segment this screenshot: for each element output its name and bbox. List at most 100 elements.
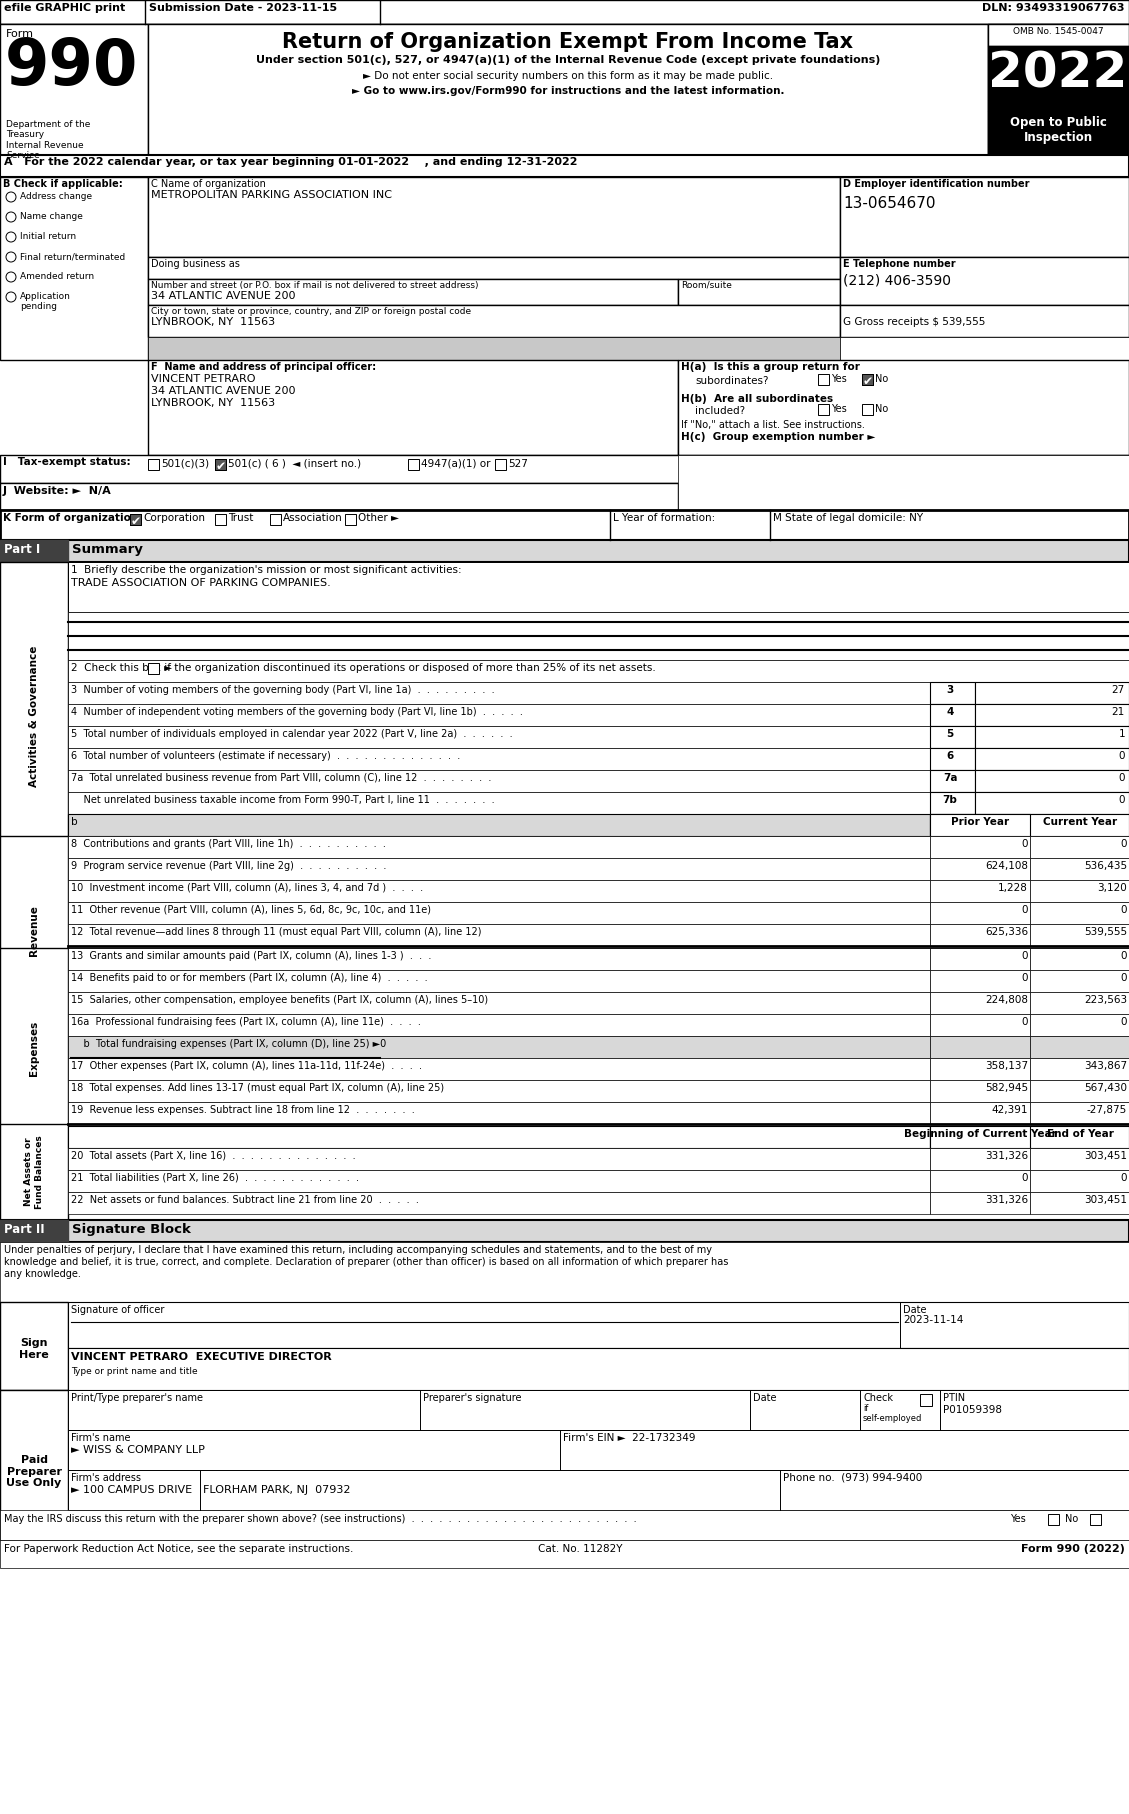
Bar <box>68 747 930 769</box>
Text: J  Website: ►  N/A: J Website: ► N/A <box>3 486 112 495</box>
Text: 42,391: 42,391 <box>991 1105 1029 1116</box>
Bar <box>863 405 873 415</box>
Text: End of Year: End of Year <box>1047 1128 1113 1139</box>
Text: 5  Total number of individuals employed in calendar year 2022 (Part V, line 2a) : 5 Total number of individuals employed i… <box>71 729 513 738</box>
Text: Net unrelated business taxable income from Form 990-T, Part I, line 11  .  .  . : Net unrelated business taxable income fr… <box>71 795 495 805</box>
Text: ✔: ✔ <box>131 515 141 528</box>
Bar <box>68 682 930 704</box>
Bar <box>0 836 68 1027</box>
Text: K Form of organization:: K Form of organization: <box>3 513 142 522</box>
Bar <box>0 455 1129 483</box>
Bar <box>68 726 930 747</box>
Text: I   Tax-exempt status:: I Tax-exempt status: <box>3 457 131 466</box>
Bar <box>1030 992 1129 1014</box>
Bar <box>1030 1036 1129 1058</box>
Bar <box>0 1509 1129 1540</box>
Bar <box>0 541 68 562</box>
Text: May the IRS discuss this return with the preparer shown above? (see instructions: May the IRS discuss this return with the… <box>5 1515 637 1524</box>
Text: 20  Total assets (Part X, line 16)  .  .  .  .  .  .  .  .  .  .  .  .  .  .: 20 Total assets (Part X, line 16) . . . … <box>71 1152 356 1161</box>
Bar <box>930 682 975 704</box>
Bar <box>215 459 226 470</box>
Bar <box>215 459 226 470</box>
Bar <box>0 1302 68 1390</box>
Bar <box>68 1014 930 1036</box>
Bar <box>130 513 141 524</box>
Bar <box>0 1540 1129 1567</box>
Text: 19  Revenue less expenses. Subtract line 18 from line 12  .  .  .  .  .  .  .: 19 Revenue less expenses. Subtract line … <box>71 1105 414 1116</box>
Text: Cat. No. 11282Y: Cat. No. 11282Y <box>537 1544 622 1555</box>
Text: 0: 0 <box>1120 972 1127 983</box>
Text: 7a: 7a <box>943 773 957 784</box>
Bar <box>930 747 975 769</box>
Text: Firm's address: Firm's address <box>71 1473 141 1484</box>
Text: If "No," attach a list. See instructions.: If "No," attach a list. See instructions… <box>681 421 865 430</box>
Text: Address change: Address change <box>20 192 93 201</box>
Text: Phone no.  (973) 994-9400: Phone no. (973) 994-9400 <box>784 1473 922 1484</box>
Bar <box>68 836 930 858</box>
Bar <box>840 337 1129 359</box>
Text: VINCENT PETRARO: VINCENT PETRARO <box>151 374 255 385</box>
Text: No: No <box>875 405 889 414</box>
Text: 1: 1 <box>1119 729 1124 738</box>
Text: 18  Total expenses. Add lines 13-17 (must equal Part IX, column (A), line 25): 18 Total expenses. Add lines 13-17 (must… <box>71 1083 444 1094</box>
Text: Signature Block: Signature Block <box>72 1223 191 1235</box>
Text: G Gross receipts $ 539,555: G Gross receipts $ 539,555 <box>843 317 986 327</box>
Bar <box>930 1079 1030 1101</box>
Text: Net Assets or
Fund Balances: Net Assets or Fund Balances <box>25 1136 44 1208</box>
Text: 13-0654670: 13-0654670 <box>843 196 936 210</box>
Text: ► 100 CAMPUS DRIVE: ► 100 CAMPUS DRIVE <box>71 1486 192 1495</box>
Text: 0: 0 <box>1120 840 1127 849</box>
Text: B Check if applicable:: B Check if applicable: <box>3 180 123 189</box>
Text: Type or print name and title: Type or print name and title <box>71 1368 198 1377</box>
Bar <box>68 1469 1129 1509</box>
Bar <box>0 541 1129 562</box>
Text: Trust: Trust <box>228 513 253 522</box>
Bar <box>988 24 1129 45</box>
Text: Print/Type preparer's name: Print/Type preparer's name <box>71 1393 203 1402</box>
Text: 21: 21 <box>1112 707 1124 717</box>
Text: LYNBROOK, NY  11563: LYNBROOK, NY 11563 <box>151 317 275 327</box>
Text: 0: 0 <box>1022 972 1029 983</box>
Bar <box>840 178 1129 258</box>
Bar <box>930 1101 1030 1125</box>
Text: Paid
Preparer
Use Only: Paid Preparer Use Only <box>7 1455 62 1487</box>
Text: Amended return: Amended return <box>20 272 94 281</box>
Text: 7b: 7b <box>943 795 957 805</box>
Bar <box>0 24 148 154</box>
Text: Form 990 (2022): Form 990 (2022) <box>1021 1544 1124 1555</box>
Bar <box>68 562 1129 611</box>
Bar <box>975 793 1129 814</box>
Bar <box>68 611 1129 660</box>
Bar <box>840 258 1129 305</box>
Bar <box>68 1101 930 1125</box>
Text: 11  Other revenue (Part VIII, column (A), lines 5, 6d, 8c, 9c, 10c, and 11e): 11 Other revenue (Part VIII, column (A),… <box>71 905 431 914</box>
Bar <box>130 513 141 524</box>
Bar <box>495 459 506 470</box>
Text: Prior Year: Prior Year <box>951 816 1009 827</box>
Bar <box>68 814 930 836</box>
Bar <box>345 513 356 524</box>
Bar <box>0 949 68 1148</box>
Bar <box>930 793 975 814</box>
Text: 0: 0 <box>1119 795 1124 805</box>
Bar <box>930 949 1030 970</box>
Text: 12  Total revenue—add lines 8 through 11 (must equal Part VIII, column (A), line: 12 Total revenue—add lines 8 through 11 … <box>71 927 481 938</box>
Text: Expenses: Expenses <box>29 1019 40 1076</box>
Bar <box>930 1170 1030 1192</box>
Text: efile GRAPHIC print: efile GRAPHIC print <box>5 4 125 13</box>
Text: 358,137: 358,137 <box>984 1061 1029 1070</box>
Bar <box>68 1302 1129 1348</box>
Bar <box>1089 1515 1101 1526</box>
Text: 0: 0 <box>1120 1018 1127 1027</box>
Text: 2023-11-14: 2023-11-14 <box>903 1315 963 1324</box>
Bar <box>920 1393 933 1406</box>
Text: 0: 0 <box>1022 951 1029 961</box>
Text: 567,430: 567,430 <box>1084 1083 1127 1094</box>
Text: -27,875: -27,875 <box>1087 1105 1127 1116</box>
Text: 501(c)(3): 501(c)(3) <box>161 459 209 470</box>
Text: 1  Briefly describe the organization's mission or most significant activities:: 1 Briefly describe the organization's mi… <box>71 564 462 575</box>
Bar <box>1030 858 1129 880</box>
Text: Name change: Name change <box>20 212 82 221</box>
Text: b: b <box>71 816 78 827</box>
Bar <box>1030 1148 1129 1170</box>
